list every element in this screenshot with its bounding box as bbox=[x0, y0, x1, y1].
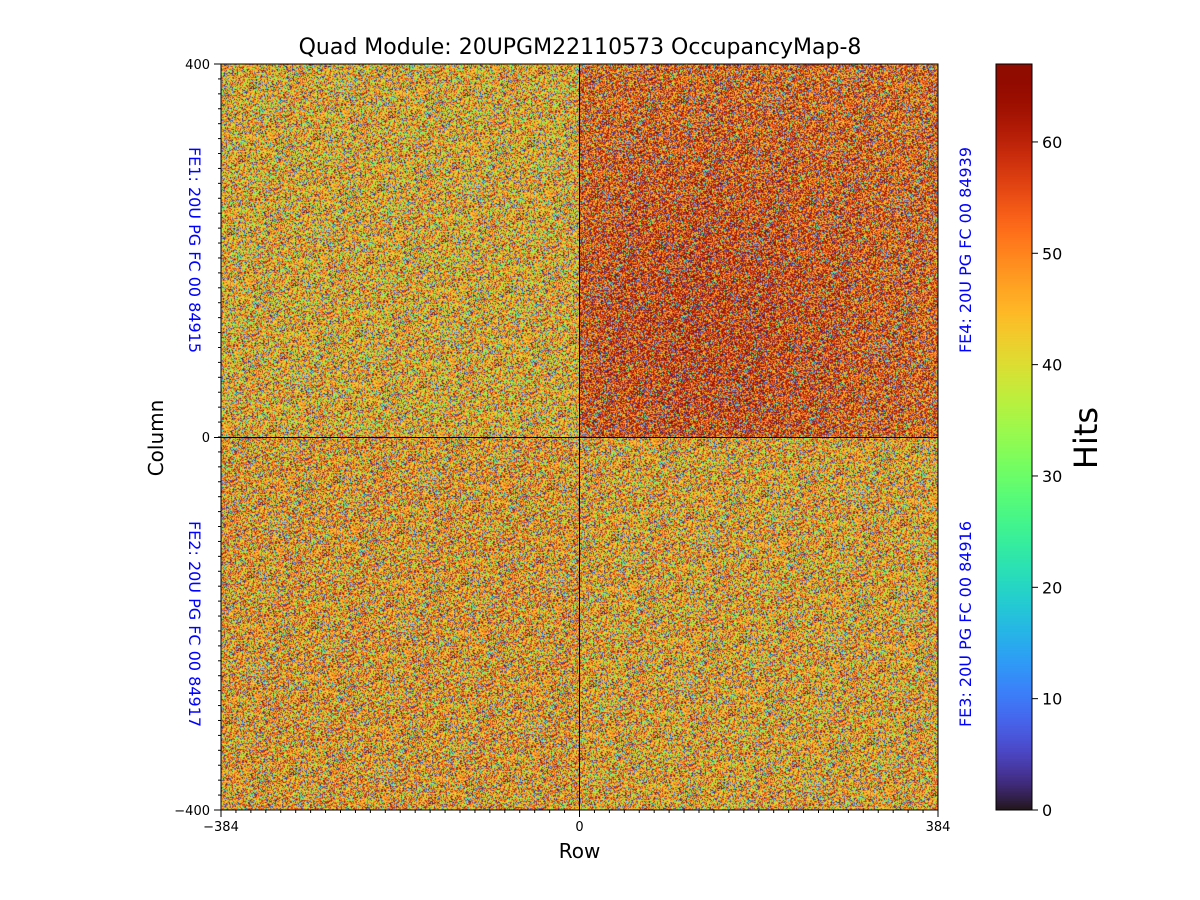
y-tick-label-zero: 0 bbox=[202, 431, 210, 446]
y-tick-label-max: 400 bbox=[185, 58, 210, 73]
colorbar-tick-label: 20 bbox=[1042, 578, 1062, 597]
colorbar-frame bbox=[995, 63, 1033, 811]
colorbar-tick-label: 10 bbox=[1042, 690, 1062, 709]
fe3-label: FE3: 20U PG FC 00 84916 bbox=[956, 521, 975, 727]
y-tick-label-min: −400 bbox=[174, 804, 210, 819]
chart-title: Quad Module: 20UPGM22110573 OccupancyMap… bbox=[299, 35, 862, 60]
colorbar-tick-label: 50 bbox=[1042, 244, 1062, 263]
fe2-label: FE2: 20U PG FC 00 84917 bbox=[185, 521, 204, 727]
colorbar-tick-label: 0 bbox=[1042, 801, 1052, 820]
y-axis-label: Column bbox=[144, 400, 168, 477]
colorbar-tick-label: 30 bbox=[1042, 467, 1062, 486]
x-axis-label: Row bbox=[559, 839, 601, 863]
x-tick-label-min: −384 bbox=[203, 820, 239, 835]
x-tick-label-max: 384 bbox=[926, 820, 951, 835]
minor-ticks bbox=[218, 78, 924, 813]
x-tick-label-zero: 0 bbox=[575, 820, 583, 835]
fe4-label: FE4: 20U PG FC 00 84939 bbox=[956, 147, 975, 353]
colorbar-label: Hits bbox=[1067, 407, 1105, 469]
colorbar-gradient bbox=[996, 64, 1032, 810]
fe1-label: FE1: 20U PG FC 00 84915 bbox=[185, 147, 204, 353]
colorbar-tick-label: 60 bbox=[1042, 133, 1062, 152]
colorbar-ticks: 0 10 20 30 40 50 60 bbox=[1032, 133, 1062, 820]
colorbar-tick-label: 40 bbox=[1042, 356, 1062, 375]
